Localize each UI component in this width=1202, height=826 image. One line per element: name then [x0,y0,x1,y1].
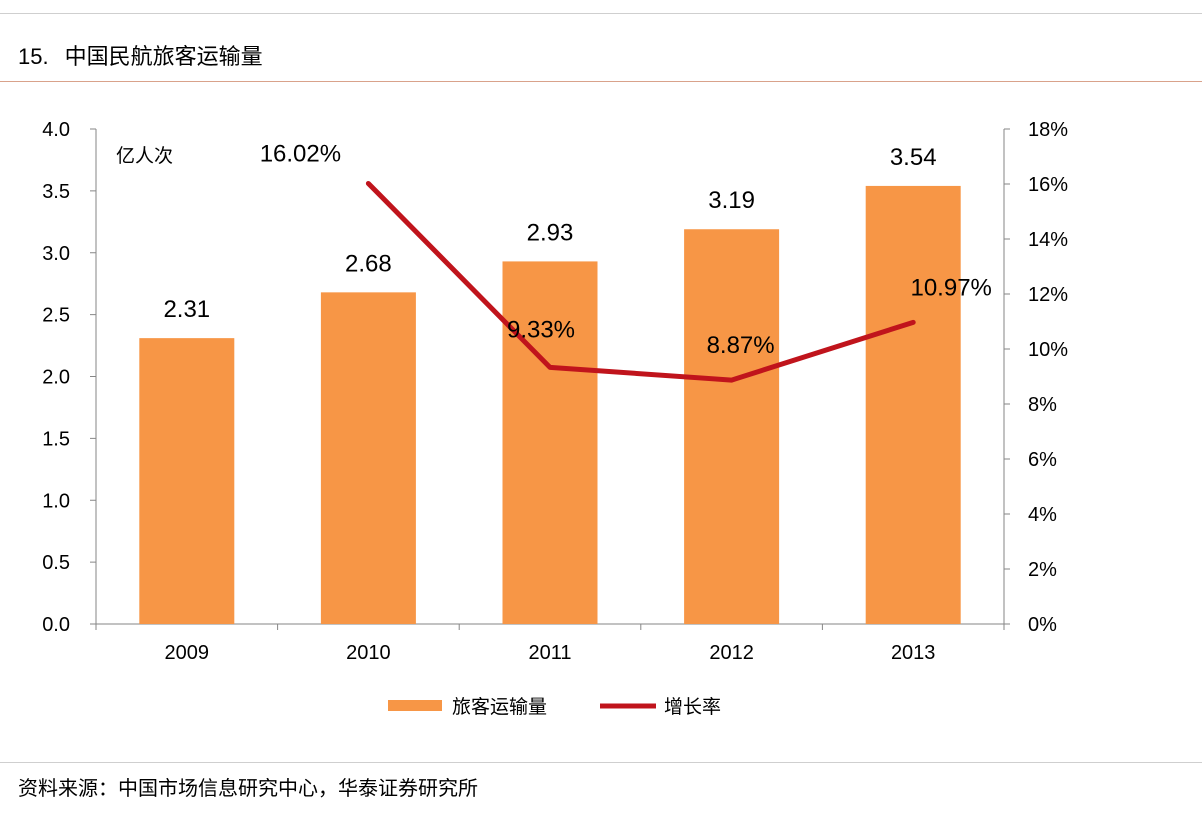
left-axis-tick-label: 3.5 [42,181,70,203]
bar [139,338,235,624]
x-axis-tick-label: 2013 [891,642,936,664]
bottom-rule [0,762,1202,763]
figure-title: 15. 中国民航旅客运输量 [18,44,263,70]
right-axis-tick-label: 18% [1028,119,1068,141]
unit-label: 亿人次 [116,145,173,167]
left-axis-tick-label: 4.0 [42,119,70,141]
bar [684,229,780,625]
x-axis-tick-label: 2010 [346,642,391,664]
bar-value-label: 3.54 [890,144,937,171]
right-axis-tick-label: 14% [1028,229,1068,251]
right-axis-tick-label: 8% [1028,394,1057,416]
growth-rate-label: 10.97% [910,274,991,301]
bar-value-label: 2.93 [527,219,574,246]
chart: 0.0 0.5 1.0 1.5 2.0 2.5 3.0 3.5 4.0 0% 2% 4% 6% 8% 10%… [42,119,1068,718]
title-rule [0,81,1202,82]
bar-value-label: 2.31 [163,296,210,323]
growth-rate-label: 16.02% [260,140,341,167]
right-axis-tick-label: 4% [1028,504,1057,526]
x-axis-tick-label: 2009 [165,642,210,664]
bar-value-label: 3.19 [708,187,755,214]
right-axis-tick-label: 16% [1028,174,1068,196]
left-axis-tick-label: 3.0 [42,243,70,265]
right-axis-tick-label: 6% [1028,449,1057,471]
legend-label-bars: 旅客运输量 [452,696,547,718]
x-axis-tick-label: 2012 [709,642,754,664]
left-axis-tick-label: 0.5 [42,552,70,574]
right-axis-tick-label: 10% [1028,339,1068,361]
x-axis-tick-label: 2011 [528,642,571,664]
figure-title-text: 中国民航旅客运输量 [64,44,263,69]
growth-rate-line [365,180,916,383]
left-axis-tick-label: 0.0 [42,614,70,636]
figure-number: 15. [18,44,49,69]
growth-rate-label: 9.33% [507,316,575,343]
source-note: 资料来源：中国市场信息研究中心，华泰证券研究所 [18,778,478,800]
right-axis-tick-label: 0% [1028,614,1057,636]
growth-rate-label: 8.87% [707,332,775,359]
left-axis-tick-label: 2.5 [42,305,70,327]
bar-value-label: 2.68 [345,250,392,277]
legend-swatch-bars [388,700,442,711]
left-axis-tick-label: 1.5 [42,428,70,450]
top-rule [0,13,1202,14]
bar [502,261,598,624]
legend-label-line: 增长率 [664,696,721,718]
bar [320,292,416,624]
right-axis-tick-label: 2% [1028,559,1057,581]
left-axis-tick-label: 1.0 [42,490,70,512]
left-axis-tick-label: 2.0 [42,367,70,389]
bar [865,185,961,625]
right-axis-tick-label: 12% [1028,284,1068,306]
